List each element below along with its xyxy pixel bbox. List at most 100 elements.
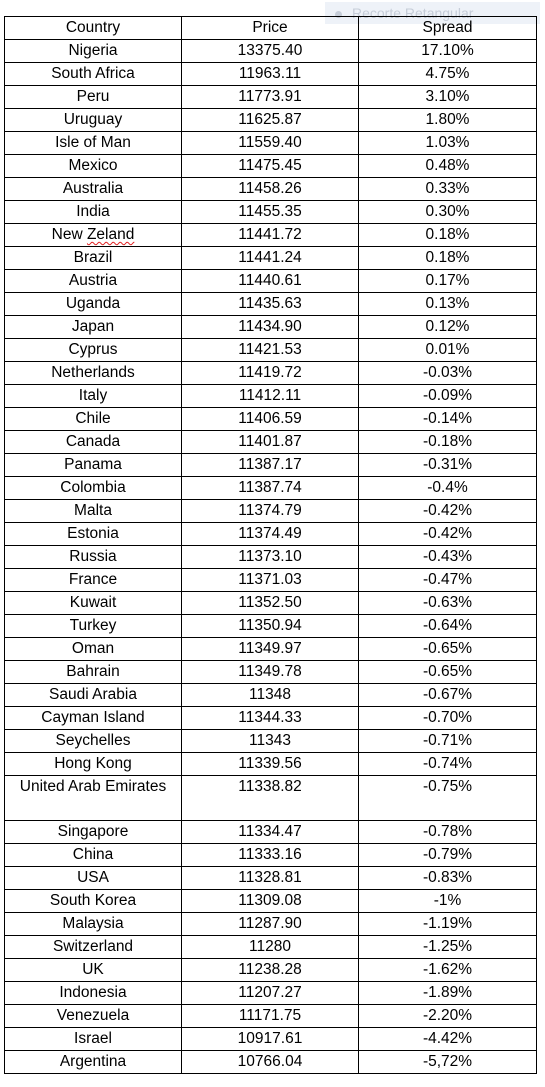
cell-spread: -0.70% — [358, 706, 537, 730]
cell-price-text: 11434.90 — [238, 318, 302, 335]
cell-country-text: Cayman Island — [41, 709, 145, 726]
cell-price-text: 11373.10 — [238, 548, 302, 565]
cell-country: Oman — [4, 637, 182, 661]
cell-spread: -0.09% — [358, 384, 537, 408]
cell-spread: -1.19% — [358, 912, 537, 936]
cell-spread-text: -1% — [433, 892, 462, 909]
cell-country-text: Argentina — [59, 1053, 127, 1070]
cell-country-text: Japan — [71, 318, 115, 335]
cell-country: United Arab Emirates — [4, 775, 182, 821]
cell-country-text: South Korea — [49, 892, 137, 909]
cell-country: Malta — [4, 499, 182, 523]
cell-country: Bahrain — [4, 660, 182, 684]
cell-price: 11171.75 — [181, 1004, 359, 1028]
cell-price-text: 11374.49 — [238, 525, 302, 542]
cell-price: 11387.17 — [181, 453, 359, 477]
cell-price: 11475.45 — [181, 154, 359, 178]
table-row: Malta 11374.79 -0.42% — [4, 499, 537, 523]
cell-price-text: 11387.74 — [238, 479, 302, 496]
cell-spread-text: -0.09% — [422, 387, 473, 404]
cell-country: Italy — [4, 384, 182, 408]
table-body: Nigeria 13375.40 17.10% South Africa 11963.1… — [4, 39, 537, 1074]
cell-price: 11349.97 — [181, 637, 359, 661]
cell-spread-text: 4.75% — [425, 65, 470, 82]
cell-price: 10766.04 — [181, 1050, 359, 1074]
cell-country: Malaysia — [4, 912, 182, 936]
cell-country: Canada — [4, 430, 182, 454]
cell-spread: -0.64% — [358, 614, 537, 638]
cell-spread: -0.43% — [358, 545, 537, 569]
table-row: New Zeland 11441.72 0.18% — [4, 223, 537, 247]
table-row: South Africa 11963.11 4.75% — [4, 62, 537, 86]
cell-spread: 4.75% — [358, 62, 537, 86]
cell-price: 11441.72 — [181, 223, 359, 247]
cell-spread: -0.75% — [358, 775, 537, 821]
cell-spread-text: 1.03% — [425, 134, 470, 151]
cell-country-text: USA — [77, 869, 109, 886]
cell-price: 11387.74 — [181, 476, 359, 500]
cell-spread-text: -5,72% — [422, 1053, 473, 1070]
cell-country-text: Venezuela — [56, 1007, 130, 1024]
cell-spread-text: -1.25% — [422, 938, 473, 955]
cell-spread: -0.18% — [358, 430, 537, 454]
table-row: Panama 11387.17 -0.31% — [4, 453, 537, 477]
cell-spread: 0.12% — [358, 315, 537, 339]
cell-country: Peru — [4, 85, 182, 109]
cell-price: 11401.87 — [181, 430, 359, 454]
cell-country-text: China — [72, 846, 114, 863]
table-row: Uruguay 11625.87 1.80% — [4, 108, 537, 132]
table-row: Australia 11458.26 0.33% — [4, 177, 537, 201]
cell-spread-text: 0.12% — [425, 318, 470, 335]
cell-spread-text: -0.70% — [422, 709, 473, 726]
cell-spread-text: 0.13% — [425, 295, 470, 312]
table-row: Israel 10917.61 -4.42% — [4, 1027, 537, 1051]
cell-spread: -0.78% — [358, 820, 537, 844]
table-row: India 11455.35 0.30% — [4, 200, 537, 224]
cell-price-text: 11412.11 — [238, 387, 302, 404]
cell-spread: -0.74% — [358, 752, 537, 776]
cell-price-text: 11435.63 — [238, 295, 302, 312]
cell-price: 11207.27 — [181, 981, 359, 1005]
table-row: Nigeria 13375.40 17.10% — [4, 39, 537, 63]
cell-country-text: Estonia — [67, 525, 119, 542]
cell-price-text: 11287.90 — [238, 915, 302, 932]
cell-country: Colombia — [4, 476, 182, 500]
cell-country: Panama — [4, 453, 182, 477]
cell-country: China — [4, 843, 182, 867]
table-row: Venezuela 11171.75 -2.20% — [4, 1004, 537, 1028]
cell-country: Seychelles — [4, 729, 182, 753]
cell-price: 11350.94 — [181, 614, 359, 638]
cell-country-text: UK — [82, 961, 104, 978]
cell-spread-text: -4.42% — [422, 1030, 473, 1047]
table-row: Seychelles 11343 -0.71% — [4, 729, 537, 753]
cell-price: 11374.79 — [181, 499, 359, 523]
cell-country-text: Uganda — [65, 295, 121, 312]
cell-country: USA — [4, 866, 182, 890]
cell-spread: -0.42% — [358, 522, 537, 546]
cell-spread-text: -0.65% — [422, 640, 473, 657]
cell-spread: 0.30% — [358, 200, 537, 224]
cell-spread: 3.10% — [358, 85, 537, 109]
cell-spread-text: 17.10% — [421, 42, 474, 59]
cell-price-text: 11401.87 — [238, 433, 302, 450]
header-country: Country — [4, 16, 182, 40]
cell-price: 13375.40 — [181, 39, 359, 63]
cell-price: 11421.53 — [181, 338, 359, 362]
cell-price-text: 11559.40 — [238, 134, 302, 151]
cell-price: 11419.72 — [181, 361, 359, 385]
cell-spread-text: -2.20% — [422, 1007, 473, 1024]
cell-country-text: Bahrain — [66, 663, 120, 680]
cell-price: 11343 — [181, 729, 359, 753]
cell-price: 11349.78 — [181, 660, 359, 684]
cell-country-text: Saudi Arabia — [49, 686, 137, 703]
cell-price: 11348 — [181, 683, 359, 707]
cell-price-text: 11171.75 — [238, 1007, 302, 1024]
table-row: Kuwait 11352.50 -0.63% — [4, 591, 537, 615]
cell-spread: -0.71% — [358, 729, 537, 753]
cell-country: Argentina — [4, 1050, 182, 1074]
cell-price-text: 11334.47 — [238, 823, 302, 840]
cell-spread-text: -0.42% — [422, 525, 473, 542]
cell-spread: -1% — [358, 889, 537, 913]
cell-country: Japan — [4, 315, 182, 339]
cell-spread: 1.80% — [358, 108, 537, 132]
